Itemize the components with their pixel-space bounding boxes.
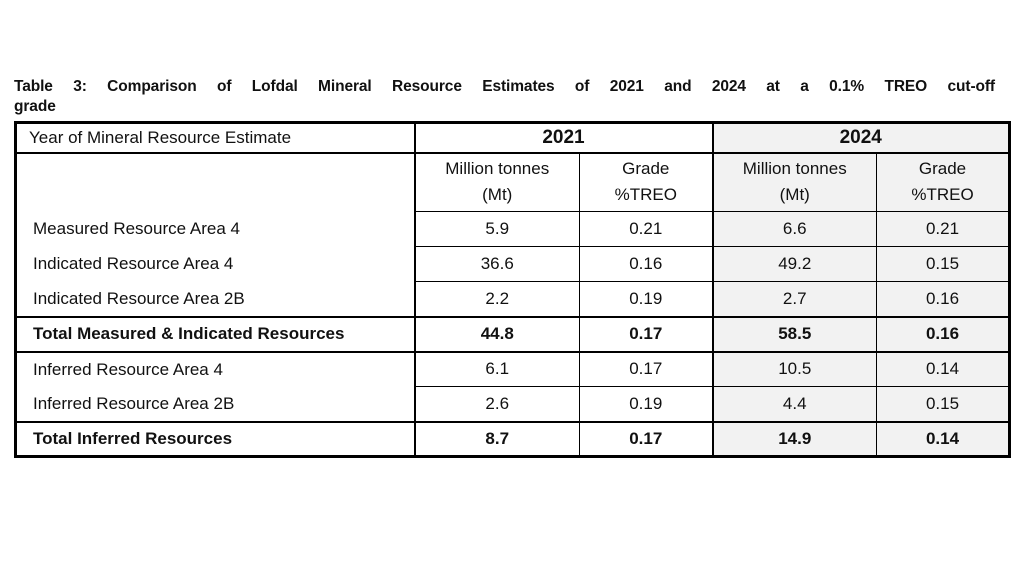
row-label-cell: Total Inferred Resources xyxy=(15,420,416,458)
empty-corner-cell xyxy=(15,152,416,212)
subheader-line: Grade xyxy=(622,159,670,179)
value-cell: 49.2 xyxy=(711,246,877,282)
value-cell: 0.16 xyxy=(579,246,713,282)
value-cell: 0.14 xyxy=(876,351,1010,387)
row-label-cell: Inferred Resource Area 4 xyxy=(15,351,416,387)
table-row: Measured Resource Area 4 5.9 0.21 6.6 0.… xyxy=(15,211,1010,247)
row-label-cell: Total Measured & Indicated Resources xyxy=(15,315,416,353)
year-2021-header: 2021 xyxy=(414,122,713,154)
subheader-row: Million tonnes (Mt) Grade %TREO Million … xyxy=(15,152,1010,212)
value-cell: 0.21 xyxy=(876,211,1010,247)
value-cell: 5.9 xyxy=(414,211,580,247)
value-cell: 44.8 xyxy=(414,315,580,353)
value-cell: 0.17 xyxy=(579,351,713,387)
subheader-line: Million tonnes xyxy=(742,159,847,179)
value-cell: 6.6 xyxy=(711,211,877,247)
table-row: Inferred Resource Area 2B 2.6 0.19 4.4 0… xyxy=(15,386,1010,422)
subheader-line: %TREO xyxy=(614,185,677,205)
subheader-line: %TREO xyxy=(911,185,974,205)
value-cell: 0.16 xyxy=(876,281,1010,317)
value-cell: 0.16 xyxy=(876,315,1010,353)
value-cell: 0.17 xyxy=(579,315,713,353)
subheader-2021-grade: Grade %TREO xyxy=(579,152,713,212)
subheader-2021-tonnes: Million tonnes (Mt) xyxy=(414,152,580,212)
table-row-total: Total Inferred Resources 8.7 0.17 14.9 0… xyxy=(15,420,1010,458)
subheader-line: (Mt) xyxy=(482,185,513,205)
subheader-line: Grade xyxy=(918,159,967,179)
value-cell: 0.17 xyxy=(579,420,713,458)
value-cell: 2.2 xyxy=(414,281,580,317)
caption-line-2: grade xyxy=(14,98,56,115)
value-cell: 0.19 xyxy=(579,386,713,422)
value-cell: 0.15 xyxy=(876,246,1010,282)
value-cell: 4.4 xyxy=(711,386,877,422)
table-caption: Table 3: Comparison of Lofdal Mineral Re… xyxy=(14,77,995,117)
subheader-line: Million tonnes xyxy=(445,159,550,179)
caption-line-1: Table 3: Comparison of Lofdal Mineral Re… xyxy=(14,78,995,95)
value-cell: 2.7 xyxy=(711,281,877,317)
value-cell: 0.15 xyxy=(876,386,1010,422)
value-cell: 6.1 xyxy=(414,351,580,387)
value-cell: 0.19 xyxy=(579,281,713,317)
value-cell: 0.14 xyxy=(876,420,1010,458)
value-cell: 2.6 xyxy=(414,386,580,422)
year-header-row: Year of Mineral Resource Estimate 2021 2… xyxy=(15,122,1010,154)
value-cell: 58.5 xyxy=(711,315,877,353)
row-label-cell: Indicated Resource Area 2B xyxy=(15,281,416,317)
subheader-line: (Mt) xyxy=(779,185,810,205)
corner-header-cell: Year of Mineral Resource Estimate xyxy=(15,122,416,154)
value-cell: 0.21 xyxy=(579,211,713,247)
table-row: Inferred Resource Area 4 6.1 0.17 10.5 0… xyxy=(15,351,1010,387)
value-cell: 8.7 xyxy=(414,420,580,458)
row-label-cell: Measured Resource Area 4 xyxy=(15,211,416,247)
subheader-2024-tonnes: Million tonnes (Mt) xyxy=(711,152,877,212)
row-label-cell: Indicated Resource Area 4 xyxy=(15,246,416,282)
table-row: Indicated Resource Area 4 36.6 0.16 49.2… xyxy=(15,246,1010,282)
year-2024-header: 2024 xyxy=(711,122,1010,154)
row-label-cell: Inferred Resource Area 2B xyxy=(15,386,416,422)
value-cell: 10.5 xyxy=(711,351,877,387)
table-row-total: Total Measured & Indicated Resources 44.… xyxy=(15,315,1010,353)
subheader-2024-grade: Grade %TREO xyxy=(876,152,1010,212)
table-row: Indicated Resource Area 2B 2.2 0.19 2.7 … xyxy=(15,281,1010,317)
value-cell: 14.9 xyxy=(711,420,877,458)
mineral-resource-table: Year of Mineral Resource Estimate 2021 2… xyxy=(14,121,1011,458)
value-cell: 36.6 xyxy=(414,246,580,282)
